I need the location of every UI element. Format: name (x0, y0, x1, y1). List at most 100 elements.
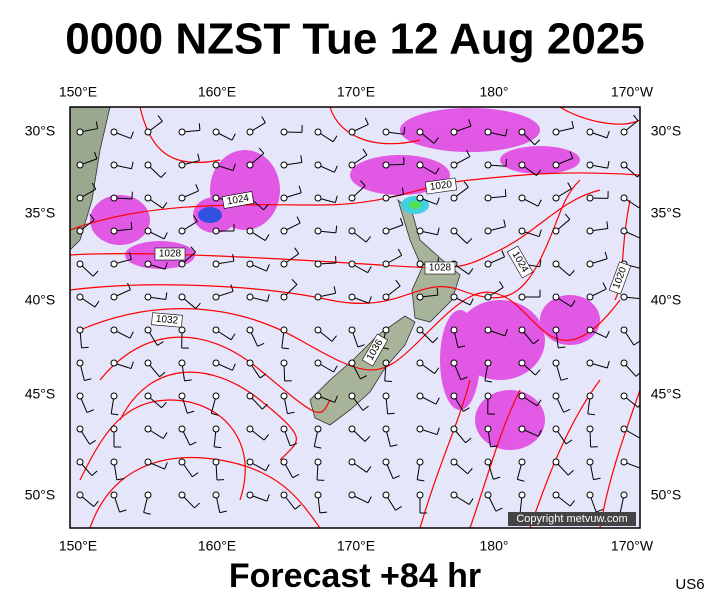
wind-barb-flag (95, 121, 99, 129)
wind-station (76, 392, 84, 400)
wind-station (314, 227, 322, 235)
wind-barb-flag (195, 302, 201, 309)
wind-station (518, 293, 526, 301)
wind-station (212, 161, 220, 169)
wind-station (552, 359, 560, 367)
wind-barb-flag (219, 510, 227, 514)
wind-barb-flag (366, 466, 372, 473)
wind-station (144, 161, 152, 169)
wind-barb-flag (287, 411, 295, 415)
wind-barb-flag (335, 225, 338, 233)
wind-station (586, 227, 594, 235)
lat-label: 50°S (651, 487, 682, 503)
wind-barb-flag (490, 445, 498, 448)
wind-station (178, 326, 186, 334)
wind-station (382, 260, 390, 268)
wind-barb-flag (314, 446, 322, 449)
isobar-label-box (506, 245, 534, 279)
isobar-label: 1028 (429, 263, 452, 274)
wind-barb-flag (399, 217, 404, 226)
wind-station (620, 293, 628, 301)
wind-barb-flag (537, 429, 542, 437)
wind-station (246, 359, 254, 367)
wind-barb-flag (333, 286, 337, 294)
wind-station (416, 128, 424, 136)
isobar-label-group: 1028 (154, 247, 186, 261)
lon-label: 170°W (611, 84, 654, 100)
wind-station (280, 260, 288, 268)
wind-barb-flag (92, 270, 99, 277)
wind-station (110, 425, 118, 433)
wind-barb-flag (130, 221, 133, 230)
wind-barb-flag (606, 221, 609, 229)
wind-barb-flag (162, 432, 168, 439)
wind-barb-flag (468, 119, 472, 127)
wind-station (450, 392, 458, 400)
wind-barb-flag (231, 133, 236, 141)
wind-barb-flag (129, 331, 134, 339)
wind-station (484, 293, 492, 301)
wind-barb-flag (232, 253, 235, 262)
wind-station (76, 293, 84, 301)
wind-station (450, 227, 458, 235)
wind-barb-flag (119, 509, 127, 513)
wind-station (518, 194, 526, 202)
wind-barb-flag (334, 395, 338, 403)
wind-station (620, 326, 628, 334)
wind-station (586, 458, 594, 466)
wind-station (314, 326, 322, 334)
wind-barb-flag (357, 344, 365, 348)
wind-barb-flag (536, 399, 542, 407)
wind-station (212, 359, 220, 367)
wind-station (314, 458, 322, 466)
wind-barb-flag (432, 337, 439, 344)
wind-barb-flag (633, 114, 639, 121)
isobar-label: 1032 (155, 314, 179, 327)
wind-barb-flag (560, 377, 569, 381)
wind-station (552, 425, 560, 433)
wind-barb-flag (417, 479, 425, 482)
isobar-label-box (361, 333, 389, 367)
wind-barb-flag (91, 182, 97, 190)
lat-label: 45°S (651, 386, 682, 402)
wind-station (382, 128, 390, 136)
wind-barb-flag (266, 494, 270, 502)
isobar-label-group: 1024 (221, 191, 255, 209)
wind-station (416, 260, 424, 268)
wind-station (212, 227, 220, 235)
wind-station (178, 161, 186, 169)
isobar-label: 1024 (226, 193, 250, 208)
wind-barb-flag (292, 473, 300, 479)
wind-station (314, 392, 322, 400)
wind-barb-flag (465, 437, 472, 444)
wind-station (314, 425, 322, 433)
isobar-label: 1028 (159, 249, 182, 260)
isobar-label-group: 1032 (151, 312, 183, 328)
wind-barb-flag (504, 328, 508, 337)
wind-barb-flag (505, 128, 508, 137)
wind-barb-flag (435, 397, 440, 405)
wind-station (314, 194, 322, 202)
wind-barb-flag (433, 137, 439, 144)
wind-barb-flag (571, 120, 575, 129)
wind-barb-flag (607, 160, 610, 169)
wind-station (552, 128, 560, 136)
wind-barb-flag (163, 232, 168, 240)
wind-station (382, 491, 390, 499)
wind-station (382, 161, 390, 169)
wind-station (280, 392, 288, 400)
wind-station (314, 128, 322, 136)
wind-barb-flag (401, 187, 405, 195)
wind-barb-flag (211, 412, 219, 416)
wind-station (518, 161, 526, 169)
lon-label: 160°E (198, 538, 236, 554)
wind-station (484, 161, 492, 169)
wind-barb-flag (642, 292, 643, 299)
wind-station (450, 194, 458, 202)
wind-station (348, 491, 356, 499)
wind-barb-flag (387, 412, 395, 415)
wind-station (212, 128, 220, 136)
lon-label: 180° (480, 84, 509, 100)
wind-barb-flag (463, 181, 469, 188)
wind-station (586, 293, 594, 301)
